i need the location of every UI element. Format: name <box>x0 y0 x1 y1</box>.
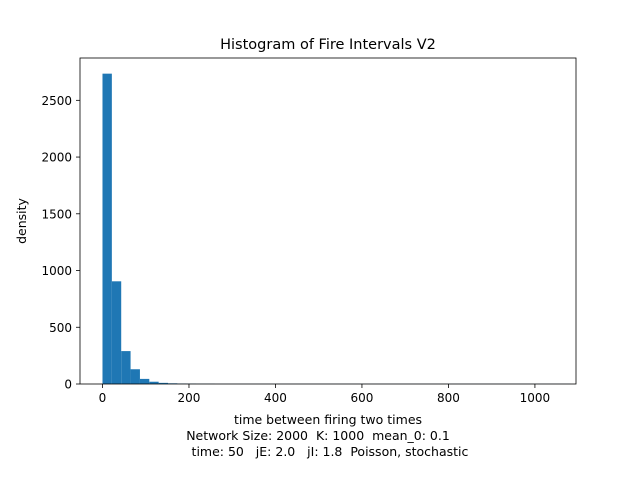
y-tick-label: 0 <box>64 378 72 392</box>
x-tick-label: 1000 <box>520 391 551 405</box>
x-tick-label: 400 <box>264 391 287 405</box>
y-tick-label: 500 <box>49 321 72 335</box>
y-tick-label: 2500 <box>41 94 72 108</box>
histogram-bar <box>111 281 122 384</box>
y-tick-label: 2000 <box>41 151 72 165</box>
histogram-bar <box>102 73 112 385</box>
x-axis-ticks: 0 200 400 600 800 1000 <box>99 384 551 405</box>
x-tick-label: 200 <box>178 391 201 405</box>
x-tick-label: 0 <box>99 391 107 405</box>
plot-frame <box>79 57 577 385</box>
y-tick-label: 1000 <box>41 264 72 278</box>
histogram-bar <box>130 369 140 384</box>
y-axis-ticks: 0 500 1000 1500 2000 2500 <box>41 94 80 392</box>
x-tick-label: 600 <box>350 391 373 405</box>
y-axis-label: density <box>14 197 29 243</box>
y-tick-label: 1500 <box>41 207 72 221</box>
caption-line-2: time: 50 jE: 2.0 jI: 1.8 Poisson, stocha… <box>184 444 469 459</box>
histogram-bar <box>158 382 169 384</box>
histogram-bar <box>149 381 159 384</box>
x-tick-label: 800 <box>437 391 460 405</box>
caption-line-1: Network Size: 2000 K: 1000 mean_0: 0.1 <box>186 428 450 443</box>
chart-title: Histogram of Fire Intervals V2 <box>220 37 436 53</box>
histogram-bar <box>121 351 131 384</box>
x-axis-label: time between firing two times <box>234 412 422 427</box>
histogram-bar <box>139 378 150 384</box>
